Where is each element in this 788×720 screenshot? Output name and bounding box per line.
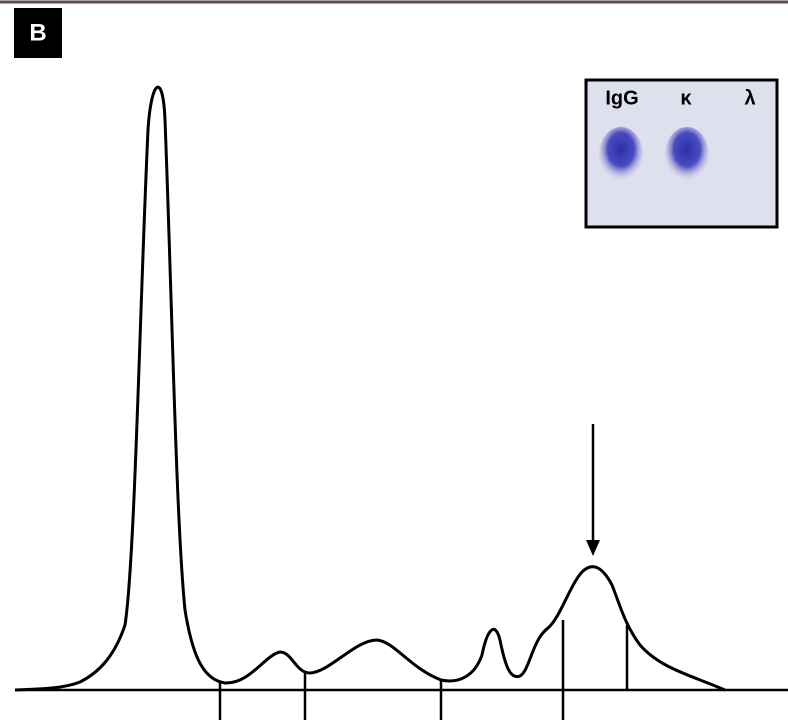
gel-band <box>599 127 643 183</box>
lane-label: λ <box>744 87 755 109</box>
lane-label: IgG <box>605 87 638 109</box>
arrow-head <box>586 540 600 556</box>
lane-label: κ <box>680 87 692 109</box>
densitogram-curve <box>14 85 726 692</box>
fraction-dividers <box>218 620 629 720</box>
panel-label: B <box>29 19 46 46</box>
panel-label-box <box>14 8 62 58</box>
gel-band <box>665 127 709 183</box>
